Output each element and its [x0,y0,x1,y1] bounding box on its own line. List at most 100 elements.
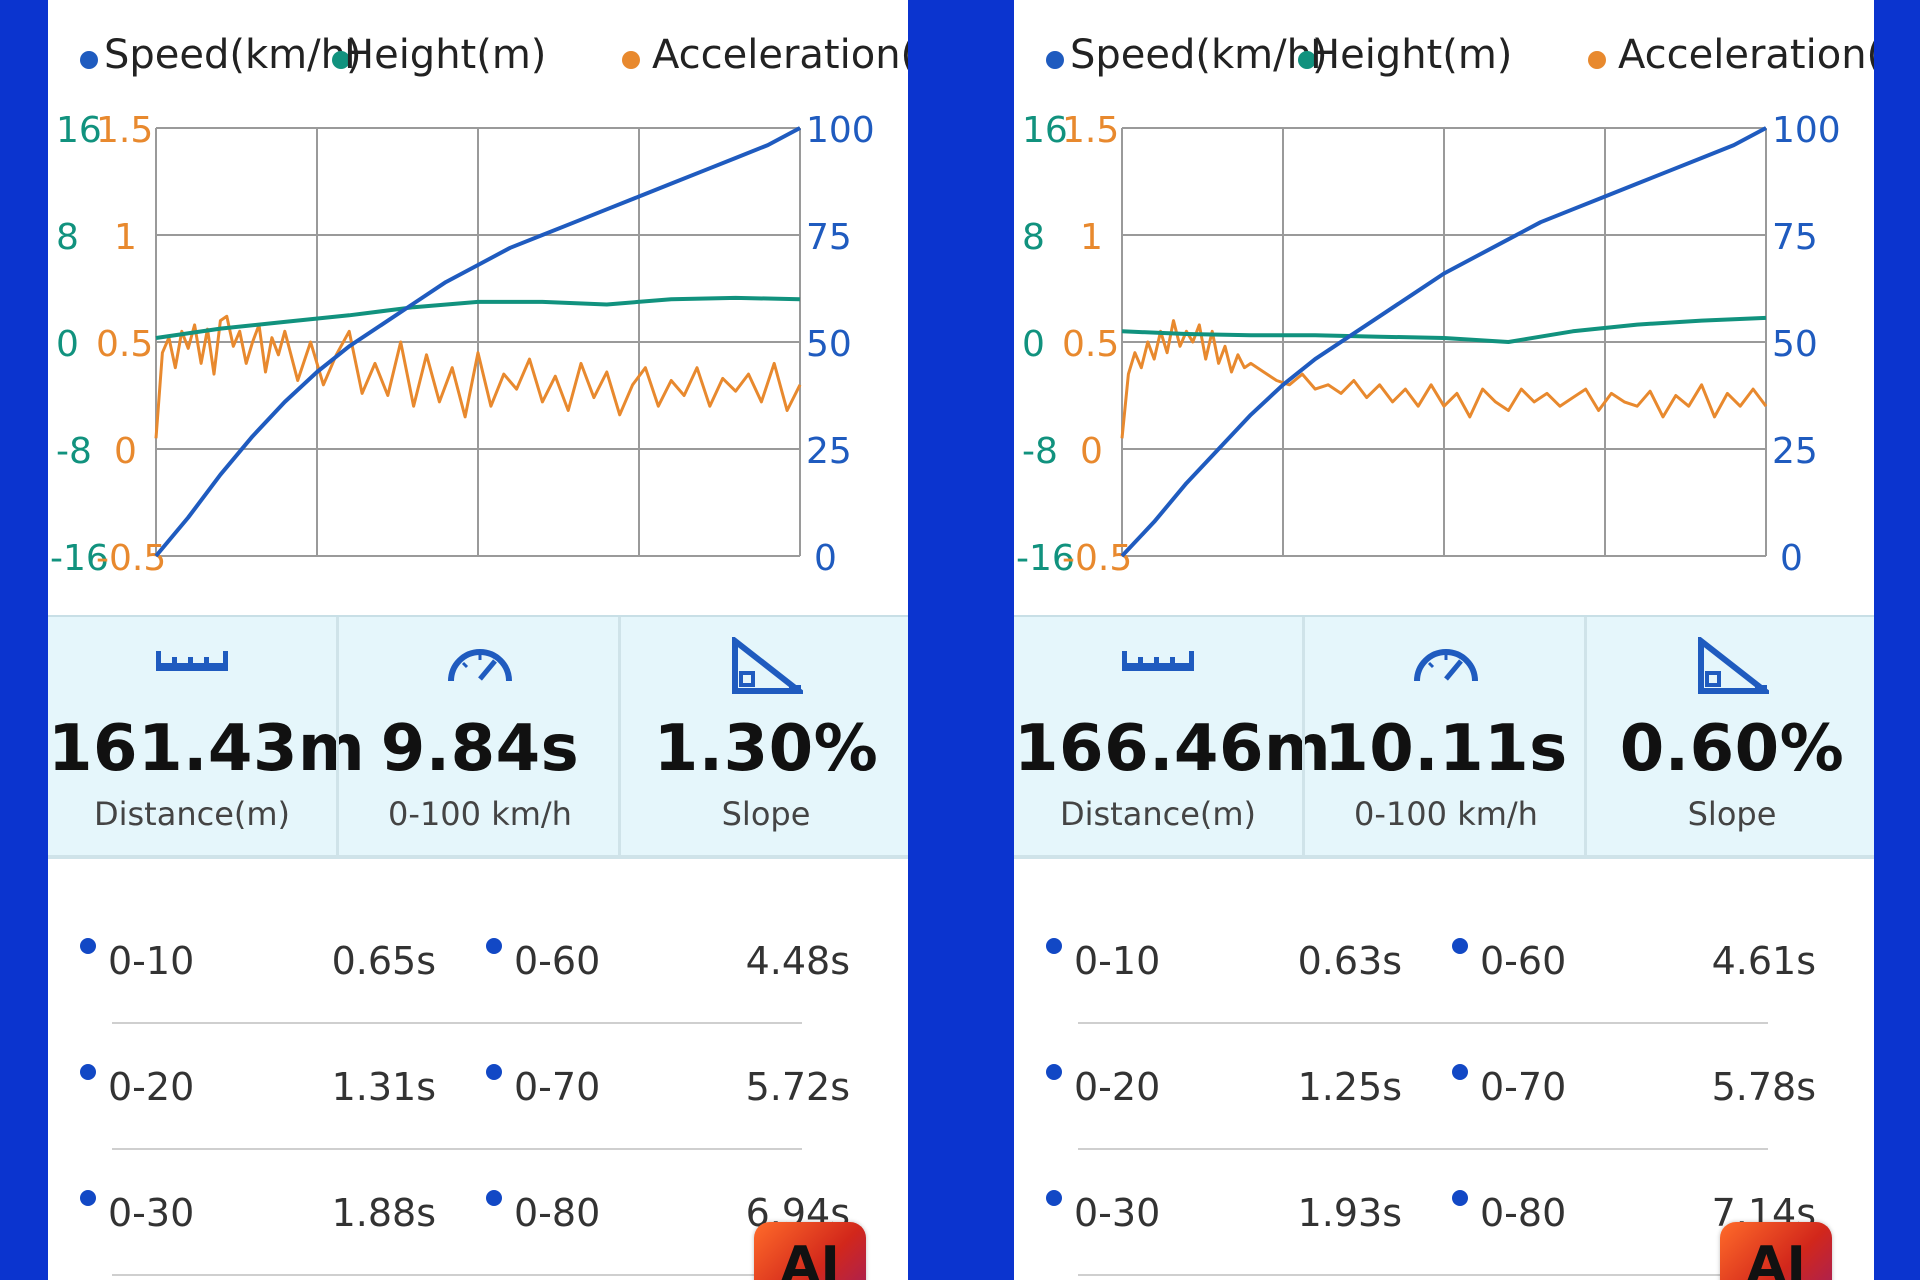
stat-slope: 0.60% Slope [1584,617,1874,855]
legend-speed-label: Speed(km/h) [1070,32,1328,78]
height-series-line [1121,315,1767,344]
speed-series-line [1120,126,1767,558]
split-value: 4.61s [1711,939,1816,983]
height-tick-label: 0 [1022,324,1045,365]
split-label: 0-20 [1074,1065,1161,1109]
acceleration-tick-label: 0 [1080,431,1103,472]
slope-caption: Slope [1687,795,1777,833]
split-value: 4.48s [745,939,850,983]
performance-chart[interactable]: 16 8 0 -8 -16 1.5 1 0.5 0 -0.5 100 75 50 25 0 [48,90,908,610]
bullet-icon [486,1064,502,1080]
speedometer-icon [448,649,512,682]
legend-height-label: Height(m) [344,32,547,78]
split-times-row: 0-10 0.63s 0-60 4.61s [1014,880,1874,1024]
speed-tick-label: 0 [814,538,837,579]
stat-distance: 161.43m Distance(m) [48,617,366,855]
speed-dot-icon [80,51,98,69]
distance-caption: Distance(m) [93,795,291,833]
speed-dot-icon [1046,51,1064,69]
acceleration-dot-icon [1588,51,1606,69]
split-label: 0-70 [514,1065,601,1109]
result-panel-left: Speed(km/h) Height(m) Acceleration(g) 16… [48,0,908,1280]
acceleration-tick-label: 1 [1080,217,1103,258]
speedometer-icon [1414,649,1478,682]
acceleration-tick-label: 1.5 [96,110,153,151]
bullet-icon [486,1190,502,1206]
height-tick-label: -16 [1016,538,1075,579]
stat-slope: 1.30% Slope [618,617,908,855]
distance-value: 166.46m [1014,712,1332,786]
ruler-icon [156,651,228,671]
bullet-icon [1046,1064,1062,1080]
zero-to-hundred-value: 10.11s [1324,712,1568,786]
split-label: 0-80 [514,1191,601,1235]
split-label: 0-30 [1074,1191,1161,1235]
split-times-row: 0-20 1.31s 0-70 5.72s [48,1006,908,1150]
performance-chart[interactable]: 16 8 0 -8 -16 1.5 1 0.5 0 -0.5 100 75 50 25 0 [1014,90,1874,610]
split-value: 5.72s [745,1065,850,1109]
divider [1078,1274,1768,1276]
split-label: 0-70 [1480,1065,1567,1109]
height-tick-label: -8 [1022,431,1058,472]
legend-speed-label: Speed(km/h) [104,32,362,78]
divider [112,1274,802,1276]
acceleration-tick-label: -0.5 [1062,538,1132,579]
slope-icon [1698,637,1769,694]
height-tick-label: 16 [56,110,102,151]
bullet-icon [1452,938,1468,954]
ai-badge-label: AI [1746,1236,1806,1280]
stat-distance: 166.46m Distance(m) [1014,617,1332,855]
divider [1078,1022,1768,1024]
split-label: 0-30 [108,1191,195,1235]
split-label: 0-60 [1480,939,1567,983]
split-value: 1.93s [1297,1191,1402,1235]
bullet-icon [80,1190,96,1206]
bullet-icon [1452,1190,1468,1206]
split-value: 5.78s [1711,1065,1816,1109]
height-dot-icon [332,51,350,69]
bullet-icon [1046,1190,1062,1206]
acceleration-tick-label: 1.5 [1062,110,1119,151]
split-label: 0-10 [1074,939,1161,983]
legend-height-label: Height(m) [1310,32,1513,78]
divider [1078,1148,1768,1150]
split-label: 0-20 [108,1065,195,1109]
slope-value: 1.30% [653,712,879,786]
split-label: 0-80 [1480,1191,1567,1235]
split-times-row: 0-20 1.25s 0-70 5.78s [1014,1006,1874,1150]
acceleration-tick-label: 0.5 [1062,324,1119,365]
height-tick-label: -16 [50,538,109,579]
split-value: 1.25s [1297,1065,1402,1109]
bullet-icon [80,938,96,954]
zero-to-hundred-value: 9.84s [380,712,580,786]
slope-caption: Slope [721,795,811,833]
height-tick-label: 0 [56,324,79,365]
height-tick-label: 8 [1022,217,1045,258]
ai-app-badge[interactable]: AI [754,1222,866,1280]
acceleration-dot-icon [622,51,640,69]
distance-caption: Distance(m) [1059,795,1257,833]
speed-tick-label: 25 [1772,431,1818,472]
ai-app-badge[interactable]: AI [1720,1222,1832,1280]
speed-tick-label: 100 [806,110,875,151]
acceleration-series-line [1120,319,1768,439]
speed-tick-label: 50 [806,324,852,365]
split-times-row: 0-30 1.93s 0-80 7.14s [1014,1132,1874,1276]
speed-tick-label: 100 [1772,110,1841,151]
zero-to-hundred-caption: 0-100 km/h [388,795,572,833]
height-series-line [155,295,801,340]
distance-value: 161.43m [48,712,366,786]
result-panel-right: Speed(km/h) Height(m) Acceleration(g) 16… [1014,0,1874,1280]
bullet-icon [1452,1064,1468,1080]
acceleration-tick-label: 0.5 [96,324,153,365]
speed-tick-label: 50 [1772,324,1818,365]
stat-acceleration-time: 10.11s 0-100 km/h [1302,617,1587,855]
bullet-icon [486,938,502,954]
acceleration-tick-label: -0.5 [96,538,166,579]
speed-series-line [154,126,801,558]
height-tick-label: 8 [56,217,79,258]
split-label: 0-10 [108,939,195,983]
bullet-icon [80,1064,96,1080]
slope-value: 0.60% [1619,712,1845,786]
height-tick-label: 16 [1022,110,1068,151]
